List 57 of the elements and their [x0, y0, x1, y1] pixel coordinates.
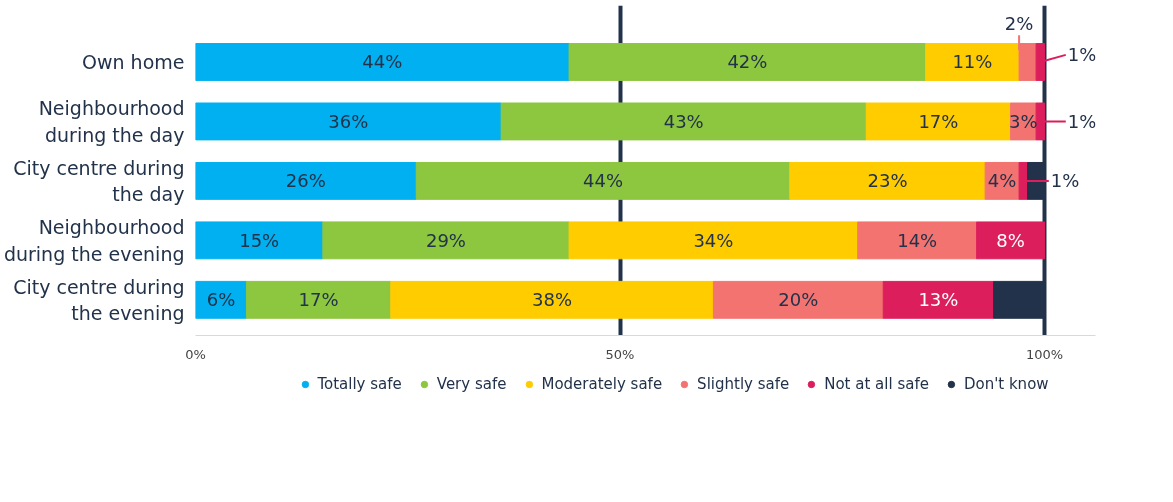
legend-label: Totally safe	[317, 375, 402, 393]
legend-label: Moderately safe	[541, 375, 663, 393]
data-label: 43%	[663, 110, 704, 132]
legend-label: Don't know	[963, 375, 1049, 393]
data-label: 14%	[897, 229, 938, 251]
annotation: 1%	[1067, 44, 1097, 66]
bar	[195, 161, 417, 200]
bar	[925, 43, 1020, 81]
legend-label: Very safe	[436, 375, 507, 393]
annotation: 2%	[1004, 13, 1034, 35]
annotation: 1%	[1050, 170, 1080, 192]
x-tick-label: 50%	[605, 346, 635, 362]
data-label: 34%	[693, 229, 734, 251]
x-tick-label: 100%	[1025, 346, 1064, 362]
bar	[976, 221, 1046, 260]
legend-label: Not at all safe	[824, 375, 929, 393]
y-tick-label: Neighbourhood during the evening	[3, 216, 185, 265]
bar	[789, 161, 986, 200]
bar	[245, 280, 392, 319]
bar	[322, 221, 570, 260]
x-tick-label: 0%	[185, 346, 206, 362]
y-tick-label: City centre during the evening	[13, 275, 185, 325]
data-label: 3%	[1009, 110, 1038, 132]
bar	[195, 102, 502, 141]
data-label: 29%	[425, 229, 466, 251]
y-tick-label: Own home	[82, 50, 185, 73]
bar	[865, 102, 1012, 141]
bar	[390, 280, 714, 319]
data-label: 13%	[918, 289, 959, 311]
bar	[712, 280, 884, 319]
bar	[500, 102, 867, 141]
bar	[857, 221, 978, 260]
data-label: 44%	[362, 51, 403, 73]
y-tick-label: City centre during the day	[13, 156, 185, 206]
bar	[568, 221, 859, 260]
data-label: 17%	[918, 110, 959, 132]
bar	[568, 43, 927, 81]
data-label: 36%	[328, 110, 369, 132]
annotation: 1%	[1067, 110, 1097, 132]
bar	[415, 161, 791, 200]
bar	[882, 280, 995, 319]
data-label: 11%	[952, 51, 993, 73]
data-label: 4%	[987, 170, 1017, 192]
data-label: 26%	[285, 170, 326, 192]
data-label: 17%	[298, 289, 339, 311]
y-tick-label: Neighbourhood during the day	[38, 97, 185, 146]
data-label: 6%	[206, 289, 236, 311]
data-label: 44%	[583, 170, 624, 192]
legend-label: Slightly safe	[697, 375, 790, 393]
data-label: 20%	[778, 289, 819, 311]
data-label: 15%	[239, 229, 280, 251]
data-label: 8%	[996, 229, 1025, 251]
data-label: 42%	[727, 51, 768, 73]
data-label: 38%	[532, 289, 573, 311]
bar	[195, 221, 324, 260]
bar	[195, 43, 570, 81]
data-label: 23%	[867, 170, 908, 192]
